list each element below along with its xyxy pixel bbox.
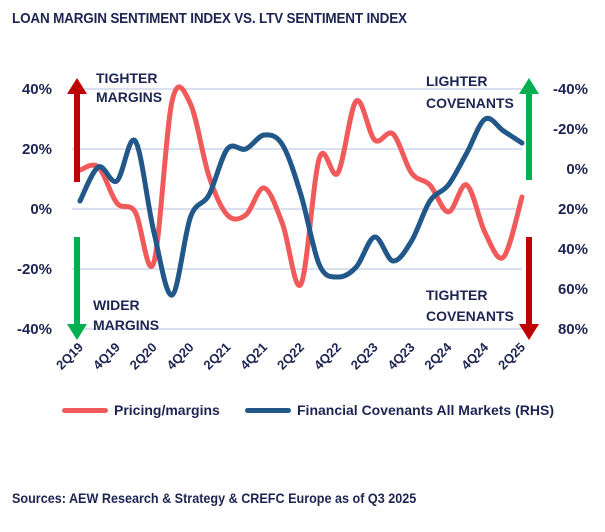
annotation-wider-margins-line2: MARGINS [93,317,159,333]
right-tick-label: -20% [553,121,588,138]
legend-label-pricing: Pricing/margins [114,402,220,418]
x-tick-label: 2Q21 [200,340,233,373]
annotation-tighter-covenants-line1: TIGHTER [426,287,487,303]
arrow-down-wider-margins-icon [67,324,87,340]
series-lines [77,84,525,298]
right-tick-label: 60% [558,281,588,298]
arrow-down-tighter-covenants-icon [519,324,539,340]
legend-item-pricing[interactable]: Pricing/margins [62,402,220,418]
right-tick-label: 80% [558,321,588,338]
right-tick-label: -40% [553,81,588,98]
left-tick-label: -20% [17,261,52,278]
left-tick-label: -40% [17,321,52,338]
legend-item-covenants[interactable]: Financial Covenants All Markets (RHS) [245,402,554,418]
annotation-tighter-covenants-line2: COVENANTS [426,308,514,324]
x-tick-label: 4Q23 [385,340,418,373]
source-note: Sources: AEW Research & Strategy & CREFC… [12,490,417,506]
right-axis-ticks: -40% -20% 0% 20% 40% 60% 80% [553,81,588,338]
x-tick-label: 4Q19 [90,340,123,373]
annotation-wider-margins-line1: WIDER [93,297,140,313]
annotation-lighter-covenants-line2: COVENANTS [426,95,514,111]
annotation-tighter-margins-line2: MARGINS [96,89,162,105]
arrow-up-tighter-margins-icon [67,78,87,94]
left-axis-ticks: 40% 20% 0% -20% -40% [17,81,52,338]
annotation-tighter-margins-line1: TIGHTER [96,70,157,86]
left-tick-label: 40% [22,81,52,98]
legend-label-covenants: Financial Covenants All Markets (RHS) [297,402,554,418]
x-tick-label: 4Q20 [164,340,197,373]
annotation-lighter-covenants-line1: LIGHTER [426,73,487,89]
left-tick-label: 20% [22,141,52,158]
legend-swatch-pricing [62,407,108,413]
legend-swatch-covenants [245,407,291,413]
chart-canvas: 40%20%0%-20%-40% -40%-20%0%20%40%60%80% … [17,70,588,373]
x-tick-label: 2Q23 [348,340,381,373]
x-tick-label: 2Q19 [53,340,86,373]
x-axis-ticks: 2Q19 4Q19 2Q20 4Q20 2Q21 4Q21 2Q22 4Q22 2Q23 4Q23… [53,339,528,373]
right-tick-label: 20% [558,201,588,218]
right-tick-label: 0% [566,161,588,178]
x-tick-label: 4Q22 [311,340,344,373]
x-tick-label: 2Q25 [495,340,528,373]
x-tick-label: 4Q24 [458,339,492,373]
chart-title: LOAN MARGIN SENTIMENT INDEX VS. LTV SENT… [12,10,407,27]
x-tick-label: 2Q22 [274,340,307,373]
x-tick-label: 2Q24 [421,339,455,373]
arrow-up-lighter-covenants-icon [519,78,539,94]
x-tick-label: 4Q21 [237,340,270,373]
left-tick-label: 0% [30,201,52,218]
right-tick-label: 40% [558,241,588,258]
annotations: TIGHTER MARGINS WIDER MARGINS LIGHTER COVENAN… [67,70,539,340]
x-tick-label: 2Q20 [127,340,160,373]
